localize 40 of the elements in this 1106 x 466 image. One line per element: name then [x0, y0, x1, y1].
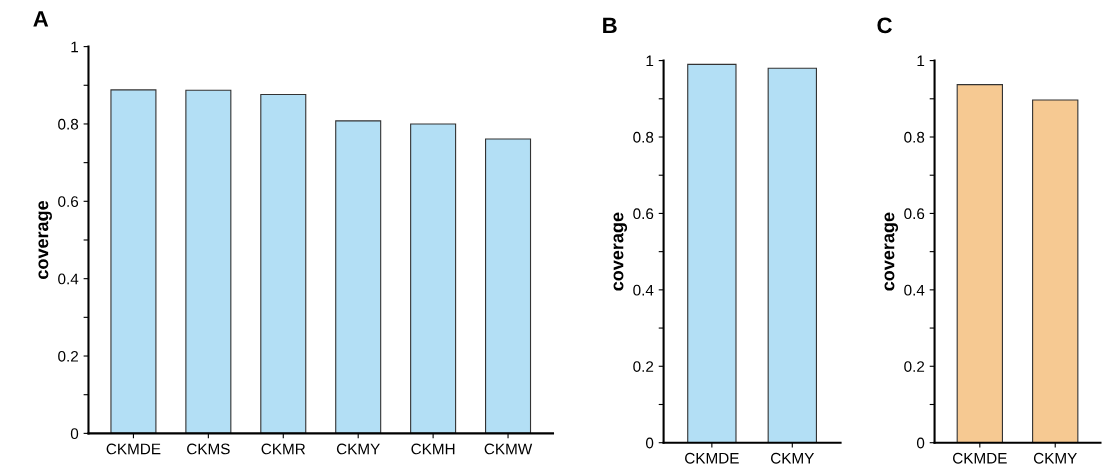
bar: [410, 123, 457, 434]
bar: [485, 138, 532, 434]
x-tick-label: CKMDE: [953, 452, 1007, 464]
bar: [335, 120, 382, 434]
y-tick-label: 0: [916, 437, 925, 449]
bar: [110, 89, 157, 434]
x-tick-label: CKMY: [336, 443, 380, 455]
bar: [185, 89, 232, 434]
y-tick-label: 0: [70, 428, 79, 440]
y-tick-label: 0.6: [58, 196, 79, 207]
y-axis-title: coverage: [613, 212, 628, 291]
y-tick-label: 0.6: [633, 208, 654, 220]
x-tick-label: CKMS: [187, 443, 230, 455]
y-tick-label: 0.2: [58, 350, 78, 362]
y-tick-label: 0.2: [904, 361, 925, 372]
chart-title: C: [877, 17, 892, 34]
y-axis-title: coverage: [38, 200, 52, 279]
y-tick-label: 0.4: [633, 284, 654, 296]
y-tick-label: 1: [646, 55, 654, 67]
y-tick-label: 0.8: [58, 118, 79, 130]
x-tick-label: CKMH: [411, 443, 455, 455]
y-tick-label: 0.2: [633, 361, 654, 372]
y-tick-label: 0.8: [633, 131, 654, 143]
x-tick-label: CKMR: [261, 443, 306, 455]
y-tick-label: 1: [917, 55, 925, 67]
chart-title: A: [33, 11, 49, 27]
chart-title: B: [603, 17, 617, 34]
bar: [260, 94, 307, 434]
y-tick-label: 0.6: [904, 208, 925, 220]
y-tick-label: 0.8: [904, 131, 925, 143]
y-tick-label: 0.4: [58, 273, 79, 285]
y-tick-label: 0: [645, 437, 654, 449]
y-tick-label: 1: [71, 41, 79, 53]
y-tick-label: 0.4: [904, 284, 925, 296]
x-tick-label: CKMY: [1033, 452, 1077, 464]
x-tick-label: CKMDE: [106, 443, 161, 455]
x-tick-label: CKMW: [484, 443, 533, 455]
x-tick-label: CKMY: [771, 452, 815, 464]
y-axis-title: coverage: [884, 212, 899, 291]
x-tick-label: CKMDE: [685, 452, 739, 464]
